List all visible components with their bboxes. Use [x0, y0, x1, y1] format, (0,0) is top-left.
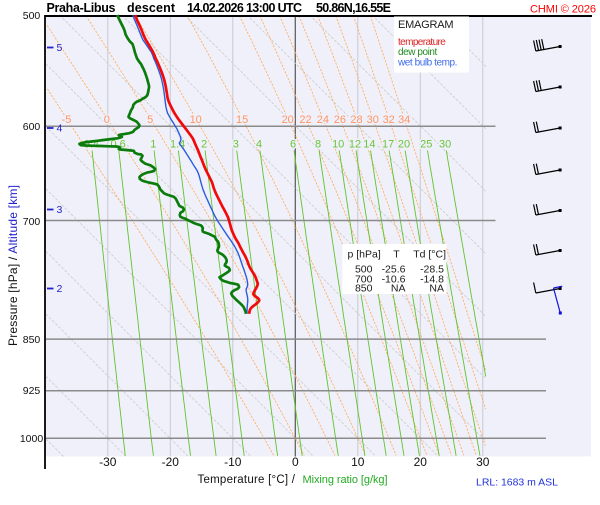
- svg-text:Praha-Libus: Praha-Libus: [47, 1, 116, 15]
- svg-text:descent: descent: [127, 1, 176, 15]
- svg-text:wet bulb temp.: wet bulb temp.: [397, 58, 457, 69]
- svg-text:0: 0: [292, 455, 299, 469]
- svg-text:14: 14: [363, 138, 375, 150]
- svg-text:-30: -30: [99, 455, 117, 469]
- svg-text:-28.5: -28.5: [420, 263, 444, 275]
- svg-text:850: 850: [23, 334, 41, 346]
- svg-text:NA: NA: [391, 283, 406, 295]
- svg-text:24: 24: [317, 114, 329, 126]
- svg-text:8: 8: [315, 138, 321, 150]
- svg-text:3: 3: [233, 138, 239, 150]
- svg-text:Temperature [°C] /: Temperature [°C] /: [198, 474, 296, 486]
- svg-text:dew point: dew point: [398, 47, 438, 58]
- svg-text:14.02.2026 13:00 UTC: 14.02.2026 13:00 UTC: [187, 1, 302, 15]
- svg-text:EMAGRAM: EMAGRAM: [398, 19, 454, 31]
- svg-text:-14.8: -14.8: [420, 273, 444, 285]
- svg-text:10: 10: [351, 455, 365, 469]
- svg-text:30: 30: [439, 138, 451, 150]
- svg-text:700: 700: [355, 273, 373, 285]
- svg-text:-25.6: -25.6: [382, 263, 406, 275]
- svg-text:500: 500: [23, 10, 41, 22]
- svg-text:30: 30: [367, 114, 379, 126]
- svg-text:-20: -20: [162, 455, 180, 469]
- svg-text:600: 600: [23, 121, 41, 133]
- svg-text:28: 28: [350, 114, 362, 126]
- svg-text:32: 32: [383, 114, 395, 126]
- svg-text:-10.6: -10.6: [382, 273, 406, 285]
- svg-text:4: 4: [256, 138, 262, 150]
- svg-text:25: 25: [420, 138, 432, 150]
- svg-text:20: 20: [414, 455, 428, 469]
- svg-text:2: 2: [57, 283, 63, 295]
- svg-text:26: 26: [334, 114, 346, 126]
- svg-text:0: 0: [104, 114, 110, 126]
- svg-text:34: 34: [398, 114, 410, 126]
- svg-text:22: 22: [299, 114, 311, 126]
- svg-text:NA: NA: [429, 283, 444, 295]
- svg-text:1: 1: [150, 138, 156, 150]
- svg-text:12: 12: [349, 138, 361, 150]
- svg-text:5: 5: [57, 42, 63, 54]
- svg-text:700: 700: [23, 216, 41, 228]
- svg-text:20: 20: [398, 138, 410, 150]
- svg-text:Td [°C]: Td [°C]: [413, 248, 446, 260]
- svg-text:1000: 1000: [20, 433, 44, 445]
- svg-text:850: 850: [355, 283, 373, 295]
- svg-text:LRL: 1683 m ASL: LRL: 1683 m ASL: [476, 477, 558, 489]
- svg-text:500: 500: [355, 263, 373, 275]
- svg-text:5: 5: [147, 114, 153, 126]
- svg-text:925: 925: [23, 385, 41, 397]
- svg-text:CHMI © 2026: CHMI © 2026: [530, 4, 596, 16]
- svg-text:temperature: temperature: [398, 37, 446, 48]
- svg-text:-5: -5: [62, 114, 72, 126]
- svg-text:3: 3: [57, 204, 63, 216]
- svg-text:10: 10: [332, 138, 344, 150]
- svg-text:6: 6: [290, 138, 296, 150]
- svg-text:4: 4: [57, 123, 63, 135]
- svg-text:15: 15: [236, 114, 248, 126]
- svg-text:Pressure [hPa] / Altitude [k: Pressure [hPa] / Altitude [km]: [6, 185, 20, 346]
- svg-text:T: T: [393, 248, 400, 260]
- svg-text:p [hPa]: p [hPa]: [348, 248, 381, 260]
- svg-text:-10: -10: [224, 455, 242, 469]
- svg-text:Mixing ratio [g/kg]: Mixing ratio [g/kg]: [303, 474, 388, 486]
- svg-text:17: 17: [382, 138, 394, 150]
- svg-text:30: 30: [476, 455, 490, 469]
- svg-text:2: 2: [201, 138, 207, 150]
- svg-text:20: 20: [282, 114, 294, 126]
- svg-text:50.86N,16.55E: 50.86N,16.55E: [316, 1, 391, 15]
- svg-text:10: 10: [190, 114, 202, 126]
